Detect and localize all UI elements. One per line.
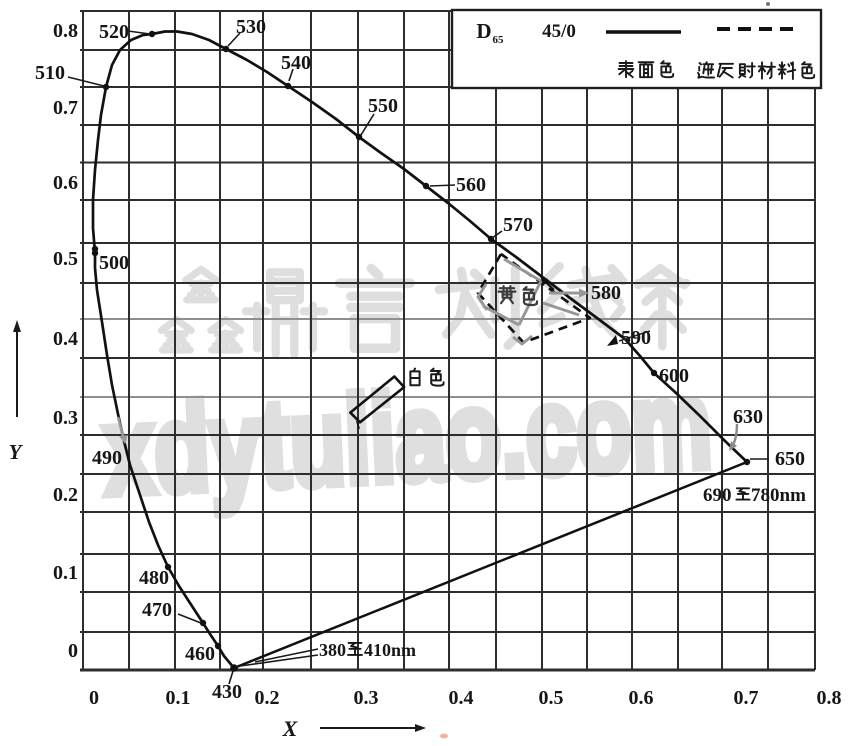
svg-text:690: 690 — [703, 485, 732, 506]
svg-text:0.7: 0.7 — [734, 687, 759, 709]
svg-text:540: 540 — [281, 52, 311, 74]
svg-text:0.7: 0.7 — [53, 97, 78, 119]
svg-text:0.2: 0.2 — [53, 484, 78, 506]
svg-text:430: 430 — [212, 681, 242, 703]
svg-text:590: 590 — [621, 327, 651, 349]
svg-text:560: 560 — [456, 174, 486, 196]
svg-text:0: 0 — [89, 687, 99, 709]
svg-text:410nm: 410nm — [364, 640, 416, 660]
svg-text:0: 0 — [68, 640, 78, 662]
svg-text:0.3: 0.3 — [53, 407, 78, 429]
svg-text:0.8: 0.8 — [53, 20, 78, 42]
svg-text:650: 650 — [775, 448, 805, 470]
svg-text:580: 580 — [591, 282, 621, 304]
svg-text:0.6: 0.6 — [629, 687, 654, 709]
svg-text:0.6: 0.6 — [53, 172, 78, 194]
svg-text:630: 630 — [733, 406, 763, 428]
svg-text:550: 550 — [368, 95, 398, 117]
svg-text:470: 470 — [142, 599, 172, 621]
svg-text:460: 460 — [185, 643, 215, 665]
svg-text:Y: Y — [9, 440, 24, 464]
svg-text:0.4: 0.4 — [449, 687, 474, 709]
svg-text:490: 490 — [92, 447, 122, 469]
svg-text:0.5: 0.5 — [539, 687, 564, 709]
svg-text:xdytuliao.com: xdytuliao.com — [101, 356, 715, 521]
svg-text:D: D — [476, 19, 491, 43]
svg-text:0.1: 0.1 — [53, 562, 78, 584]
svg-text:0.1: 0.1 — [166, 687, 191, 709]
svg-text:0.3: 0.3 — [354, 687, 379, 709]
svg-text:X: X — [282, 716, 299, 741]
svg-text:380: 380 — [319, 640, 346, 660]
svg-text:780nm: 780nm — [751, 485, 806, 506]
svg-text:0.8: 0.8 — [817, 687, 842, 709]
svg-text:0.4: 0.4 — [53, 328, 78, 350]
svg-text:520: 520 — [99, 21, 129, 43]
svg-text:0.5: 0.5 — [53, 248, 78, 270]
svg-text:570: 570 — [503, 214, 533, 236]
svg-text:0.2: 0.2 — [255, 687, 280, 709]
svg-text:510: 510 — [35, 62, 65, 84]
svg-text:600: 600 — [659, 365, 689, 387]
svg-text:530: 530 — [236, 16, 266, 38]
svg-text:500: 500 — [99, 252, 129, 274]
svg-text:45/0: 45/0 — [542, 21, 576, 42]
svg-text:480: 480 — [139, 567, 169, 589]
svg-text:65: 65 — [493, 34, 505, 46]
